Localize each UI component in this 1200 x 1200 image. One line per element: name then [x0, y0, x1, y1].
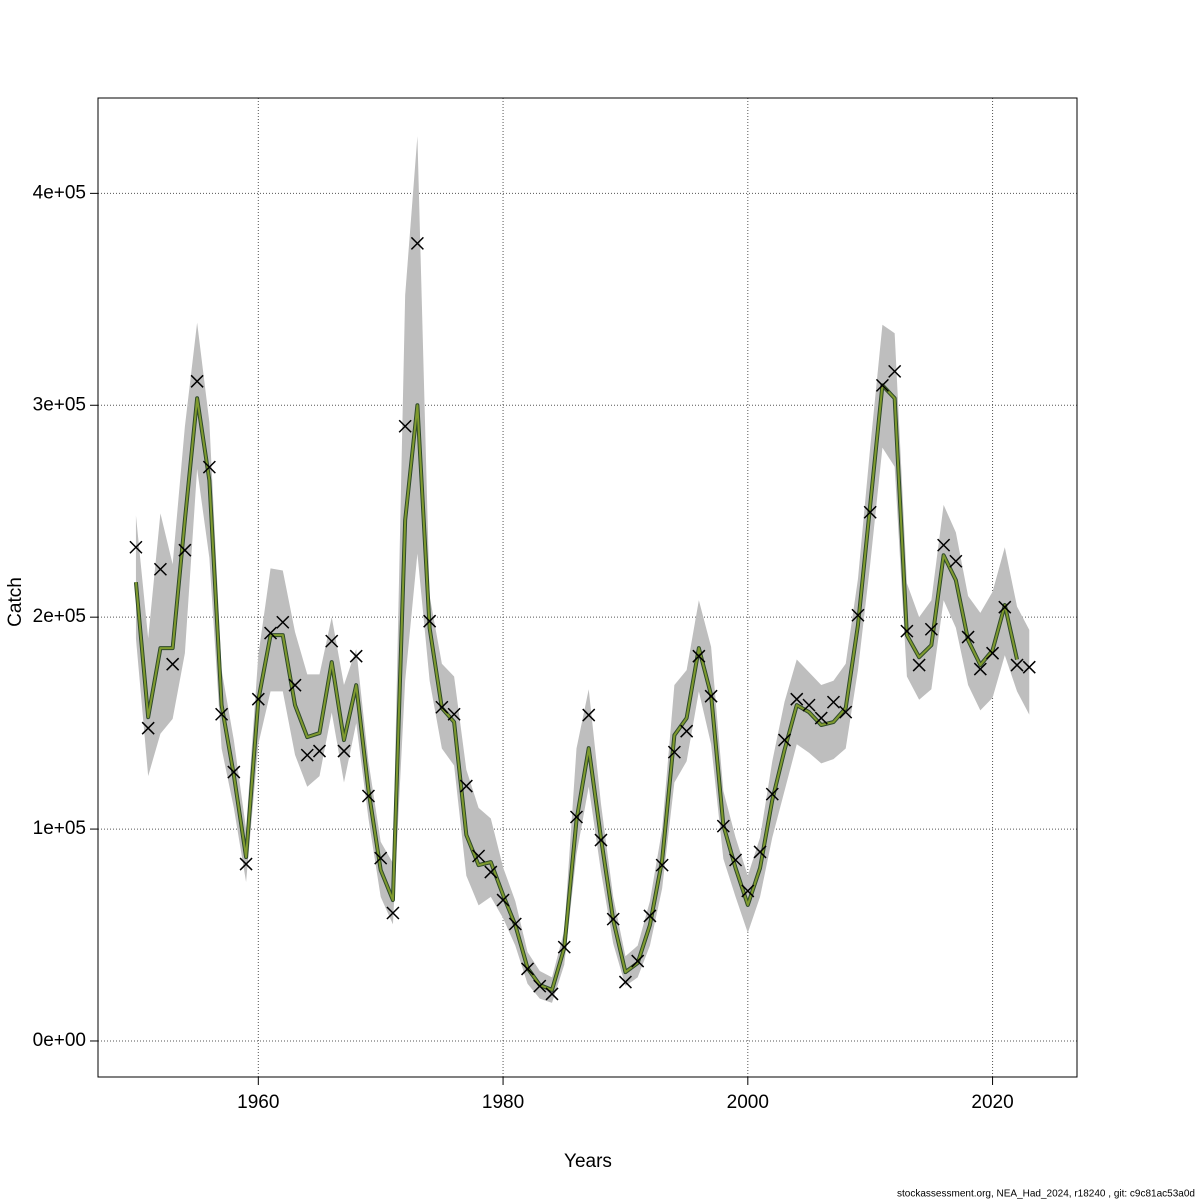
observed-point — [998, 600, 1012, 614]
observed-point — [288, 678, 302, 692]
estimate-line — [134, 384, 1019, 991]
observed-point — [888, 364, 902, 378]
observed-point — [190, 374, 204, 388]
observed-point — [264, 626, 278, 640]
observed-point — [447, 707, 461, 721]
observed-point — [300, 748, 314, 762]
observed-point — [973, 662, 987, 676]
observed-point — [374, 851, 388, 865]
observed-point — [937, 538, 951, 552]
observed-point — [459, 779, 473, 793]
observed-point — [521, 962, 535, 976]
observed-point — [361, 789, 375, 803]
observed-point — [484, 865, 498, 879]
y-tick-label: 4e+05 — [33, 182, 86, 203]
x-axis-label: Years — [564, 1151, 612, 1172]
observed-point — [1010, 658, 1024, 672]
observed-point — [276, 615, 290, 629]
observed-point — [533, 979, 547, 993]
observed-point — [594, 833, 608, 847]
observed-point — [912, 658, 926, 672]
observed-point — [545, 987, 559, 1001]
observed-point — [753, 845, 767, 859]
observed-point — [496, 893, 510, 907]
footnote: stockassessment.org, NEA_Had_2024, r1824… — [897, 1189, 1195, 1200]
confidence-band — [135, 136, 1030, 1003]
observed-point — [839, 705, 853, 719]
observed-point — [863, 505, 877, 519]
observed-point — [924, 622, 938, 636]
observed-point — [337, 744, 351, 758]
observed-point — [606, 912, 620, 926]
observed-point — [1022, 660, 1036, 674]
observed-point — [814, 711, 828, 725]
plot-frame — [97, 97, 1078, 1078]
observed-point — [949, 554, 963, 568]
observed-point — [790, 692, 804, 706]
observed-point — [704, 689, 718, 703]
observed-point — [777, 733, 792, 747]
observed-point — [741, 884, 755, 898]
observed-point — [508, 917, 522, 931]
observed-point — [472, 849, 486, 863]
y-axis-label: Catch — [5, 577, 26, 627]
observed-point — [312, 744, 327, 758]
observed-point — [153, 562, 167, 576]
y-tick-label: 0e+00 — [33, 1030, 86, 1051]
x-tick-label: 2000 — [727, 1092, 769, 1113]
y-tick-label: 3e+05 — [33, 394, 86, 415]
observed-point — [961, 630, 975, 644]
observed-point — [325, 634, 339, 648]
observed-point — [667, 745, 681, 759]
observed-point — [618, 975, 632, 989]
observed-point — [826, 695, 841, 709]
observed-point — [202, 460, 216, 474]
observed-point — [900, 624, 914, 638]
observed-point — [129, 540, 143, 554]
observed-point — [398, 419, 412, 433]
observed-point — [215, 707, 229, 721]
y-tick-label: 1e+05 — [33, 818, 86, 839]
observed-point — [386, 906, 400, 920]
x-tick-label: 1960 — [237, 1092, 279, 1113]
observed-point — [851, 608, 865, 622]
observed-point — [716, 819, 730, 833]
observed-point — [729, 853, 743, 867]
observed-point — [239, 857, 253, 871]
observed-point — [986, 646, 1000, 660]
observed-point — [655, 858, 669, 872]
observed-point — [631, 954, 645, 968]
observed-point — [227, 765, 241, 779]
x-tick-label: 2020 — [971, 1092, 1013, 1113]
y-tick-label: 2e+05 — [33, 606, 86, 627]
observed-point — [582, 708, 596, 722]
observed-point — [643, 909, 657, 923]
observed-point — [692, 649, 706, 663]
observed-point — [349, 649, 363, 663]
x-tick-label: 1980 — [482, 1092, 524, 1113]
observed-point — [423, 614, 437, 628]
observed-point — [557, 940, 571, 954]
observed-point — [178, 543, 192, 557]
observed-point — [166, 657, 180, 671]
observed-point — [765, 787, 779, 801]
observed-point — [680, 724, 694, 738]
observed-point — [569, 810, 584, 824]
observed-point — [410, 236, 424, 250]
observed-point — [251, 692, 265, 706]
observed-point — [802, 698, 816, 712]
observed-point — [435, 700, 449, 714]
observed-point — [141, 721, 155, 735]
observed-point — [875, 378, 889, 392]
